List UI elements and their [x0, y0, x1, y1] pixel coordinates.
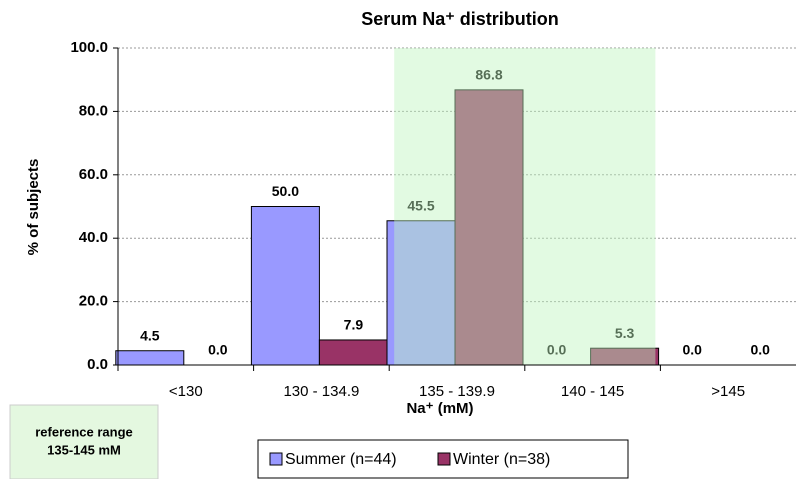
x-tick-label: 135 - 139.9: [419, 383, 495, 400]
value-label: 0.0: [547, 342, 567, 358]
legend-label: Winter (n=38): [453, 451, 550, 468]
y-tick-label: 20.0: [79, 293, 108, 310]
bar: [386, 220, 456, 366]
value-label: 0.0: [750, 342, 770, 358]
y-tick-label: 40.0: [79, 229, 108, 246]
y-tick-label: 0.0: [87, 356, 108, 373]
chart-title: Serum Na⁺ distribution: [361, 9, 559, 29]
value-label: 0.0: [208, 342, 228, 358]
x-axis-label: Na⁺ (mM): [406, 400, 473, 417]
value-label: 50.0: [272, 183, 299, 199]
value-label: 4.5: [140, 327, 160, 343]
y-tick-label: 100.0: [70, 39, 108, 56]
value-label: 0.0: [682, 342, 702, 358]
value-label: 5.3: [615, 325, 635, 341]
x-tick-label: 140 - 145: [561, 383, 624, 400]
y-tick-label: 60.0: [79, 166, 108, 183]
y-tick-label: 80.0: [79, 102, 108, 119]
annotation-line: 135-145 mM: [47, 442, 121, 457]
bar: [115, 350, 185, 366]
bar: [318, 339, 388, 366]
annotation-line: reference range: [35, 424, 133, 439]
x-tick-label: >145: [711, 383, 745, 400]
value-label: 7.9: [344, 317, 364, 333]
x-tick-label: <130: [169, 383, 203, 400]
value-label: 86.8: [475, 67, 502, 83]
reference-band: [394, 48, 656, 365]
legend-swatch: [437, 452, 451, 466]
legend-label: Summer (n=44): [285, 451, 397, 468]
bar: [250, 206, 320, 366]
bar: [454, 89, 524, 366]
annotation-box: [9, 404, 159, 479]
x-tick-label: 130 - 134.9: [283, 383, 359, 400]
legend-swatch: [269, 452, 283, 466]
y-axis-label: % of subjects: [25, 159, 42, 256]
value-label: 45.5: [407, 197, 434, 213]
